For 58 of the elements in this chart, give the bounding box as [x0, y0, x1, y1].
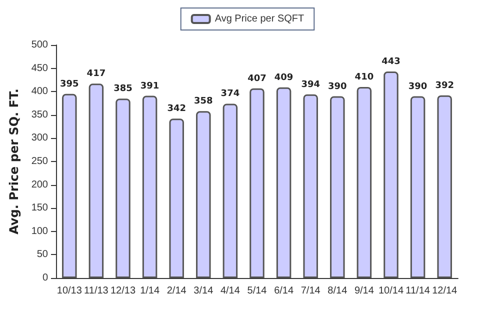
x-tick-label: 5/14 [247, 286, 268, 296]
x-tick-label: 11/13 [84, 286, 109, 296]
x-tick-label: 8/14 [328, 286, 348, 296]
data-label: 394 [301, 80, 320, 90]
y-tick-label: 100 [31, 226, 48, 237]
x-tick-label: 4/14 [220, 286, 240, 296]
data-label: 342 [167, 104, 186, 114]
data-label: 443 [382, 57, 400, 68]
y-axis-title: Avg. Price per SQ. FT. [7, 88, 21, 234]
y-tick-label: 450 [31, 62, 48, 74]
data-label: 374 [220, 89, 240, 100]
y-tick-label: 350 [31, 109, 48, 120]
x-tick-label: 7/14 [300, 286, 321, 296]
y-tick-label: 250 [31, 156, 48, 167]
y-tick-label: 150 [31, 202, 48, 214]
bar [142, 96, 158, 278]
data-label: 409 [274, 72, 294, 83]
bar [62, 94, 77, 278]
y-tick-label: 400 [31, 86, 48, 98]
data-label: 358 [194, 96, 213, 107]
x-tick-label: 12/14 [432, 286, 458, 296]
data-label: 390 [408, 82, 428, 92]
data-label: 417 [86, 69, 106, 80]
bar [88, 84, 104, 278]
y-tick-label: 200 [31, 179, 48, 190]
bar [384, 72, 398, 278]
y-tick-label: 50 [36, 249, 48, 260]
x-tick-label: 12/13 [110, 286, 136, 296]
x-tick-label: 10/13 [56, 286, 82, 296]
y-tick-label: 500 [31, 40, 48, 50]
x-tick-label: 11/14 [406, 286, 430, 296]
bar [196, 111, 211, 278]
x-tick-label: 10/14 [378, 286, 404, 296]
bar [276, 87, 292, 278]
data-label: 392 [435, 80, 454, 91]
bar [437, 95, 452, 278]
x-tick-label: 9/14 [354, 286, 374, 296]
bar [250, 88, 264, 278]
data-label: 410 [354, 72, 374, 82]
x-tick-label: 2/14 [166, 286, 187, 296]
y-tick-label: 300 [31, 132, 48, 144]
data-label: 390 [328, 82, 347, 92]
data-label: 407 [248, 74, 266, 84]
x-tick-label: 3/14 [194, 286, 214, 296]
data-label: 395 [60, 79, 79, 90]
y-tick-label: 0 [42, 272, 48, 284]
x-tick-label: 1/14 [140, 286, 160, 296]
legend-label: Avg Price per SQFT [214, 14, 304, 24]
data-label: 391 [140, 81, 160, 92]
bar [303, 94, 318, 278]
bar [330, 96, 345, 278]
bar [116, 98, 130, 278]
bar [169, 118, 184, 278]
x-tick-label: 6/14 [274, 286, 294, 296]
bar [222, 104, 238, 278]
bar [410, 96, 426, 278]
data-label: 385 [114, 84, 132, 94]
bar [356, 86, 372, 278]
